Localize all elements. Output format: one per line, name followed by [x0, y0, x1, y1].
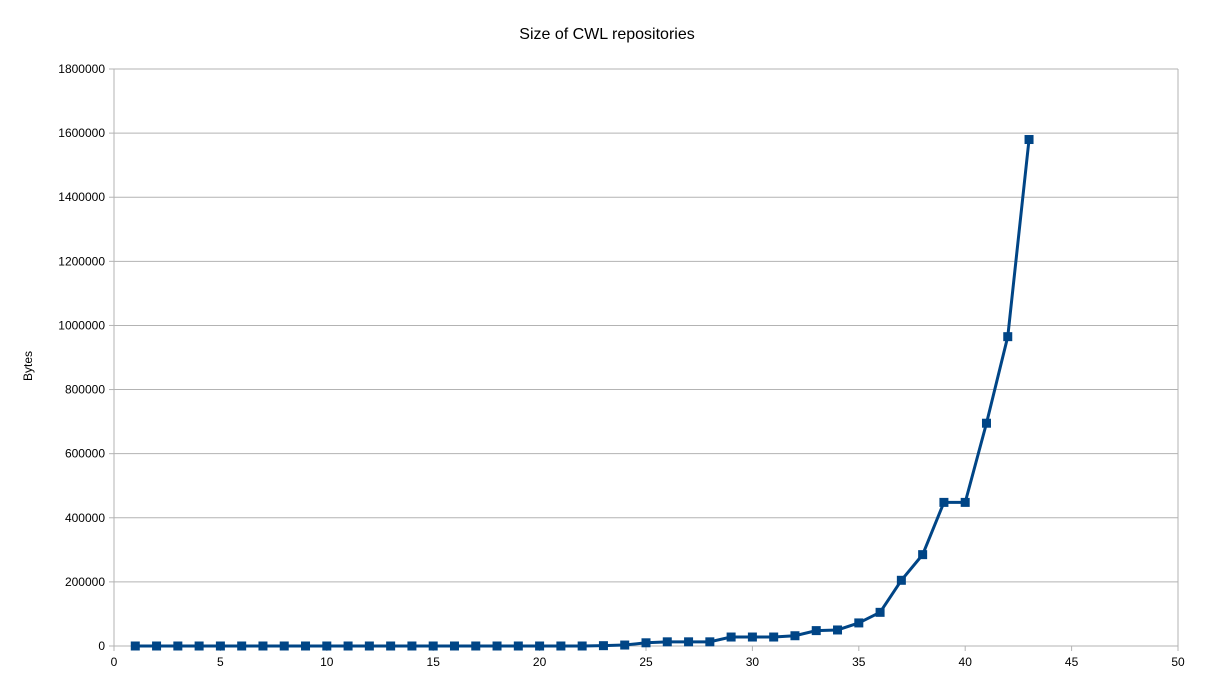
data-point — [769, 632, 779, 642]
x-tick-label: 5 — [217, 655, 224, 669]
data-point — [492, 641, 502, 651]
data-point — [598, 641, 608, 651]
grid — [114, 68, 1178, 647]
data-point — [662, 637, 672, 647]
x-tick-label: 20 — [533, 655, 547, 669]
y-tick-label: 1000000 — [58, 318, 105, 332]
x-tick-label: 45 — [1065, 655, 1079, 669]
x-tick-label: 50 — [1171, 655, 1185, 669]
x-tick-label: 40 — [959, 655, 973, 669]
data-point — [130, 641, 140, 651]
data-point — [258, 641, 268, 651]
data-point — [854, 618, 864, 628]
data-point — [577, 641, 587, 651]
data-point — [960, 497, 970, 507]
y-tick-label: 1600000 — [58, 126, 105, 140]
data-point — [726, 632, 736, 642]
y-tick-label: 1400000 — [58, 190, 105, 204]
tick-labels: 0 200000 400000 600000 800000 1000000 1200000 1… — [58, 62, 1185, 669]
data-point — [833, 625, 843, 635]
data-point — [322, 641, 332, 651]
data-point — [1024, 135, 1034, 145]
data-point — [535, 641, 545, 651]
x-tick-label: 0 — [111, 655, 118, 669]
data-point — [811, 626, 821, 636]
data-point — [1003, 332, 1013, 342]
data-point — [705, 637, 715, 647]
y-tick-label: 600000 — [65, 447, 105, 461]
y-tick-label: 400000 — [65, 511, 105, 525]
data-point — [449, 641, 459, 651]
y-tick-label: 1200000 — [58, 254, 105, 268]
y-tick-label: 0 — [98, 639, 105, 653]
data-point — [747, 632, 757, 642]
data-point — [918, 550, 928, 560]
data-point — [301, 641, 311, 651]
data-point — [237, 641, 247, 651]
data-point — [152, 641, 162, 651]
data-point — [471, 641, 481, 651]
x-tick-label: 35 — [852, 655, 866, 669]
series-line — [135, 139, 1031, 648]
series — [130, 135, 1034, 651]
data-point — [407, 641, 417, 651]
data-point — [556, 641, 566, 651]
data-point — [896, 575, 906, 585]
x-tick-label: 30 — [746, 655, 760, 669]
axes — [109, 68, 1179, 651]
data-point — [684, 637, 694, 647]
data-point — [279, 641, 289, 651]
y-axis-label: Bytes — [21, 351, 35, 381]
y-tick-label: 200000 — [65, 575, 105, 589]
x-tick-label: 10 — [320, 655, 334, 669]
data-point — [386, 641, 396, 651]
data-point — [343, 641, 353, 651]
data-point — [194, 641, 204, 651]
x-tick-label: 25 — [639, 655, 653, 669]
data-point — [428, 641, 438, 651]
data-point — [981, 418, 991, 428]
x-tick-label: 15 — [427, 655, 441, 669]
y-tick-label: 1800000 — [58, 62, 105, 76]
data-point — [364, 641, 374, 651]
data-point — [875, 607, 885, 617]
data-point — [215, 641, 225, 651]
data-point — [173, 641, 183, 651]
data-point — [790, 631, 800, 641]
data-point — [620, 640, 630, 650]
data-point — [939, 497, 949, 507]
data-point — [641, 638, 651, 648]
chart-title: Size of CWL repositories — [519, 26, 694, 43]
data-point — [513, 641, 523, 651]
y-tick-label: 800000 — [65, 383, 105, 397]
